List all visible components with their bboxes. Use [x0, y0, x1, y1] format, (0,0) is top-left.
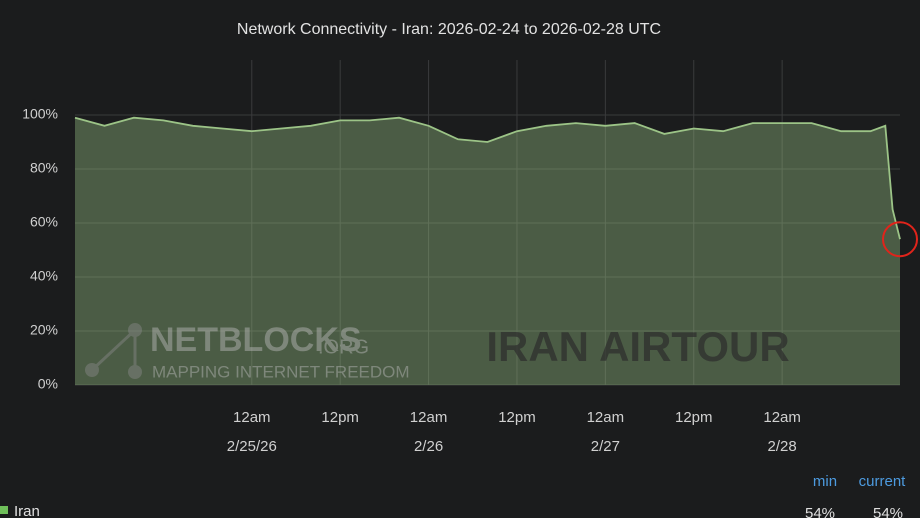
- watermark: NETBLOCKS .ORG MAPPING INTERNET FREEDOM: [85, 321, 410, 381]
- highlight-circle: [882, 221, 918, 258]
- stat-value: 54%: [873, 505, 903, 518]
- x-tick-date: 2/25/26: [227, 438, 277, 455]
- legend-swatch: [0, 506, 8, 514]
- x-tick-date: 2/28: [768, 438, 797, 455]
- watermark-logo: [85, 363, 99, 377]
- y-tick-label: 20%: [30, 322, 58, 338]
- x-tick-label: 12pm: [498, 409, 536, 426]
- stat-header[interactable]: current: [859, 473, 907, 490]
- chart-title: Network Connectivity - Iran: 2026-02-24 …: [237, 21, 661, 38]
- plot: [74, 116, 918, 385]
- x-tick-label: 12am: [587, 409, 625, 426]
- x-tick-label: 12am: [763, 409, 801, 426]
- x-tick-label: 12am: [410, 409, 448, 426]
- watermark-logo: [128, 323, 142, 337]
- y-tick-label: 80%: [30, 160, 58, 176]
- x-tick-label: 12pm: [675, 409, 713, 426]
- grid: [75, 60, 900, 386]
- area: [75, 117, 900, 385]
- watermark-text: .ORG: [318, 336, 369, 358]
- watermark-logo: [90, 328, 137, 372]
- x-tick-date: 2/26: [414, 438, 443, 455]
- watermark-text: MAPPING INTERNET FREEDOM: [152, 362, 410, 381]
- watermark-logo: [128, 365, 142, 379]
- y-tick-label: 60%: [30, 214, 58, 230]
- stat-value: 54%: [805, 505, 835, 518]
- x-tick-date: 2/27: [591, 438, 620, 455]
- watermark-text: IRAN AIRTOUR: [486, 323, 789, 370]
- legend-label: Iran: [14, 503, 40, 518]
- x-tick-label: 12pm: [321, 409, 359, 426]
- y-tick-label: 100%: [22, 106, 58, 122]
- y-tick-label: 40%: [30, 268, 58, 284]
- line: [74, 116, 901, 240]
- x-tick-label: 12am: [233, 409, 271, 426]
- axes: 0% 20% 40% 60% 80% 100% 12am 2/25/26 12pm 12am 2/2…: [22, 106, 801, 455]
- stat-header[interactable]: min: [813, 473, 837, 490]
- y-tick-label: 0%: [38, 376, 58, 392]
- watermark-text: NETBLOCKS: [150, 321, 362, 359]
